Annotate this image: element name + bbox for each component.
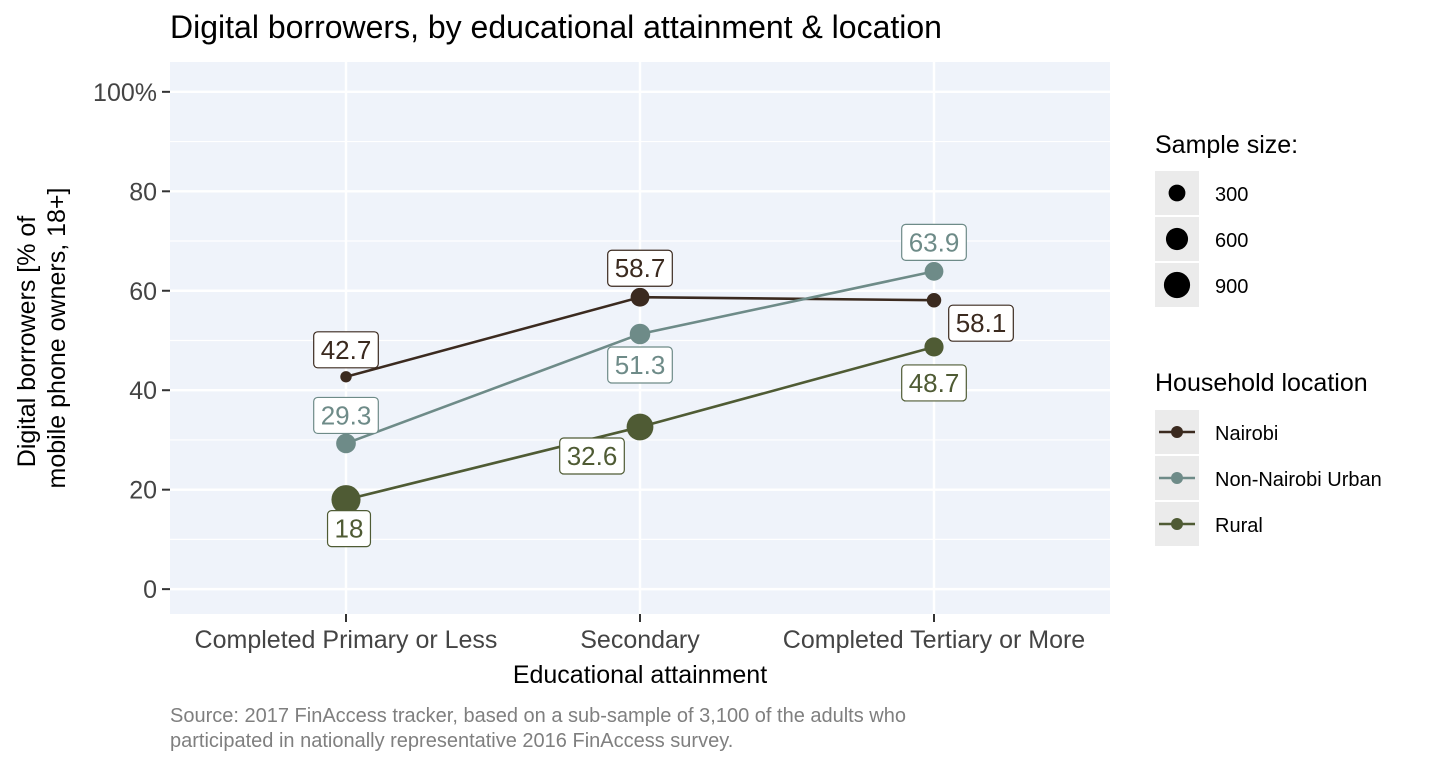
data-point <box>924 337 944 357</box>
series-points <box>331 261 944 515</box>
y-tick-label: 40 <box>129 377 157 405</box>
size-legend-label: 300 <box>1215 184 1248 206</box>
data-label-box <box>948 304 1014 342</box>
data-label-text: 48.7 <box>909 368 960 398</box>
color-legend-point <box>1171 472 1183 484</box>
y-tick-label: 80 <box>129 178 157 206</box>
data-point <box>340 371 352 383</box>
data-label-text: 18 <box>335 514 364 544</box>
data-label: 18 <box>326 510 372 548</box>
size-legend-symbol <box>1163 271 1191 299</box>
data-label-box <box>607 346 673 384</box>
data-label: 51.3 <box>607 346 673 384</box>
color-legend-label: Rural <box>1215 515 1263 537</box>
data-label: 58.1 <box>948 304 1014 342</box>
data-label-text: 63.9 <box>909 227 960 257</box>
color-legend-title: Household location <box>1155 369 1368 397</box>
x-tick-label: Completed Primary or Less <box>195 626 498 654</box>
data-point <box>331 485 361 515</box>
chart-title: Digital borrowers, by educational attain… <box>170 9 942 45</box>
data-label: 63.9 <box>901 223 967 261</box>
axes: 0 20 40 60 80 100% Completed Primary or Less Se… <box>93 79 1085 654</box>
caption: Source: 2017 FinAccess tracker, based on… <box>170 705 912 752</box>
size-legend-symbol <box>1165 227 1189 251</box>
size-legend-label: 900 <box>1215 276 1248 298</box>
data-point <box>924 261 944 281</box>
size-legend-title: Sample size: <box>1155 131 1298 159</box>
data-label-box <box>313 396 379 435</box>
legend: Sample size: 300 600 900 Household location N… <box>1155 131 1382 546</box>
size-legend-symbol <box>1168 184 1186 202</box>
data-label-box <box>326 510 372 548</box>
data-label-box <box>901 364 967 402</box>
color-legend-point <box>1171 426 1183 438</box>
color-legend-label: Non-Nairobi Urban <box>1215 469 1382 491</box>
data-point <box>336 433 356 454</box>
y-axis-title-line-1: Digital borrowers [% of <box>13 216 41 468</box>
data-label: 32.6 <box>559 437 625 475</box>
caption-line-1: Source: 2017 FinAccess tracker, based on… <box>170 705 906 727</box>
data-labels: 42.7 58.7 58.1 29.3 51.3 63.9 18 32.6 48.7 <box>313 223 1014 548</box>
color-legend-label: Nairobi <box>1215 423 1278 445</box>
x-tick-label: Completed Tertiary or More <box>783 626 1085 654</box>
data-label-text: 51.3 <box>615 350 666 380</box>
data-label-text: 58.7 <box>615 253 666 283</box>
data-label: 29.3 <box>313 396 379 435</box>
data-point <box>629 323 651 345</box>
data-label-text: 42.7 <box>321 335 372 365</box>
data-point <box>626 413 654 441</box>
y-tick-label: 0 <box>143 576 157 604</box>
data-label-box <box>559 437 625 475</box>
data-point <box>926 292 942 308</box>
y-axis-title: Digital borrowers [% of mobile phone own… <box>13 188 71 489</box>
data-label-text: 29.3 <box>321 400 372 430</box>
data-label: 48.7 <box>901 364 967 402</box>
y-axis-title-line-2: mobile phone owners, 18+] <box>43 188 71 489</box>
caption-line-2: participated in nationally representativ… <box>170 730 733 752</box>
y-tick-label: 60 <box>129 278 157 306</box>
y-tick-label: 20 <box>129 477 157 505</box>
y-tick-label: 100% <box>93 79 157 107</box>
data-label-box <box>607 249 673 287</box>
x-axis-title: Educational attainment <box>513 661 767 689</box>
data-label-box <box>901 223 967 261</box>
data-label-text: 32.6 <box>567 441 618 471</box>
x-tick-label: Secondary <box>580 626 700 654</box>
data-label: 58.7 <box>607 249 673 287</box>
color-legend-point <box>1171 518 1183 530</box>
data-label: 42.7 <box>313 331 379 369</box>
size-legend-label: 600 <box>1215 230 1248 252</box>
data-label-text: 58.1 <box>956 308 1007 338</box>
data-point <box>630 287 650 307</box>
data-label-box <box>313 331 379 369</box>
